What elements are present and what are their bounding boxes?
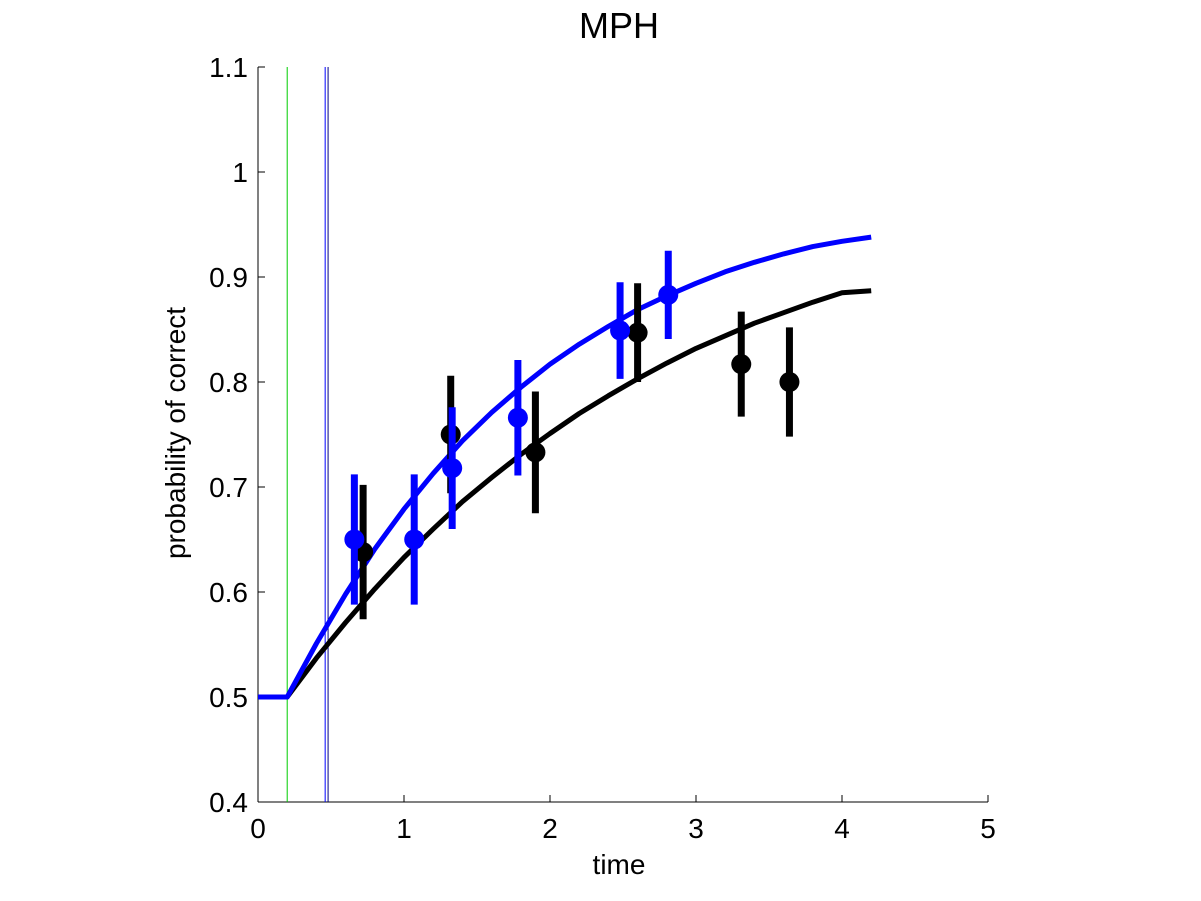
x-tick-label: 1 <box>396 813 412 844</box>
y-tick-label: 0.4 <box>209 787 248 818</box>
y-tick-label: 0.6 <box>209 577 248 608</box>
x-tick-label: 2 <box>542 813 558 844</box>
data-point <box>610 320 631 341</box>
y-tick-label: 0.9 <box>209 262 248 293</box>
data-point <box>507 407 528 428</box>
data-point <box>779 372 800 392</box>
y-tick-label: 0.8 <box>209 367 248 398</box>
data-point <box>344 529 365 550</box>
chart-title: MPH <box>579 5 659 46</box>
data-point <box>658 284 679 305</box>
x-tick-label: 3 <box>688 813 704 844</box>
data-point <box>731 354 752 375</box>
x-axis-label: time <box>593 849 646 880</box>
data-point <box>627 322 648 343</box>
y-tick-label: 1.1 <box>209 52 248 83</box>
x-tick-label: 5 <box>980 813 996 844</box>
y-tick-label: 0.7 <box>209 472 248 503</box>
x-tick-label: 0 <box>250 813 266 844</box>
plot-area: 0 1 2 3 4 5 0.4 0.5 0.6 0.7 0.8 0.9 1 1.1 <box>209 52 996 844</box>
data-point <box>525 442 546 463</box>
y-tick-label: 1 <box>232 157 248 188</box>
x-tick-label: 4 <box>834 813 850 844</box>
y-tick-label: 0.5 <box>209 682 248 713</box>
y-axis-label: probability of correct <box>160 307 191 559</box>
data-point <box>442 458 463 479</box>
data-point <box>404 529 425 550</box>
